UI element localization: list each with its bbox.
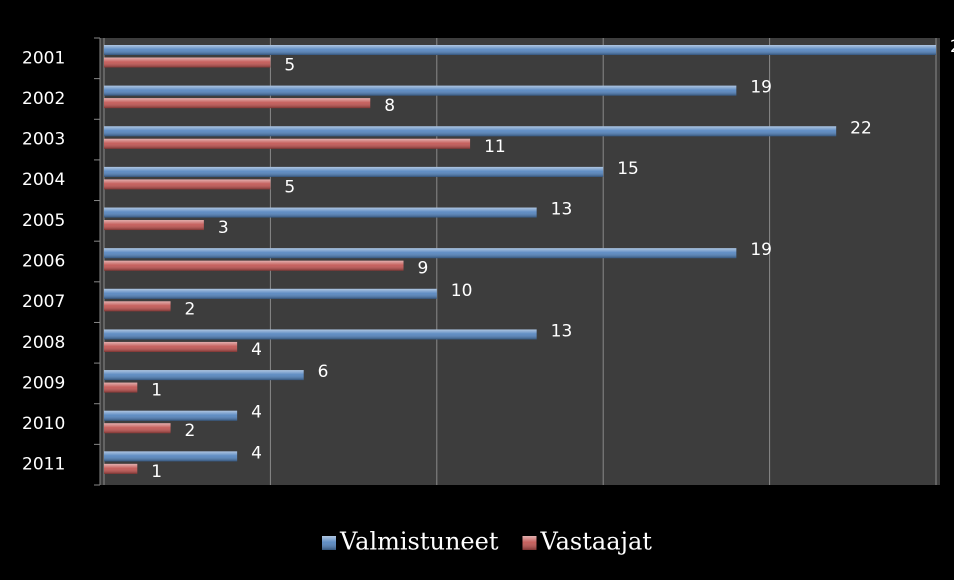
legend-swatch-shine [522, 536, 537, 550]
y-tick-label: 2003 [22, 130, 65, 150]
y-tick-label: 2006 [22, 252, 65, 272]
bar-shine [104, 410, 238, 421]
y-tick-label: 2004 [22, 170, 65, 190]
bar-shine [104, 207, 537, 218]
y-tick-label: 2007 [22, 292, 65, 312]
y-tick-label: 2005 [22, 211, 65, 231]
value-label: 5 [284, 177, 295, 197]
value-label: 19 [750, 240, 772, 260]
bar-shine [104, 329, 537, 340]
value-label: 10 [451, 281, 473, 301]
bar-shine [104, 126, 837, 137]
legend-label: Vastaajat [539, 528, 652, 556]
y-tick-label: 2002 [22, 89, 65, 109]
bar-shine [104, 220, 204, 231]
bar-shine [104, 288, 437, 299]
bar-shine [104, 451, 238, 462]
value-label: 22 [850, 118, 872, 138]
bar-shine [104, 370, 304, 381]
bar-shine [104, 85, 737, 96]
value-label: 3 [218, 218, 229, 238]
bar-shine [104, 463, 138, 474]
bar-shine [104, 138, 471, 149]
value-label: 5 [284, 56, 295, 76]
value-label: 13 [551, 321, 573, 341]
value-label: 11 [484, 137, 506, 157]
value-label: 13 [551, 200, 573, 220]
bar-shine [104, 179, 271, 190]
bar-shine [104, 166, 604, 177]
y-tick-label: 2008 [22, 333, 65, 353]
bar-shine [104, 301, 171, 312]
bar-shine [104, 248, 737, 259]
bar-shine [104, 260, 404, 271]
y-tick-label: 2009 [22, 373, 65, 393]
value-label: 4 [251, 340, 262, 360]
bar-shine [104, 57, 271, 68]
bar-shine [104, 45, 936, 55]
legend-swatch-shine [322, 536, 336, 550]
value-label: 19 [750, 78, 772, 98]
value-label: 15 [617, 159, 639, 179]
y-tick-label: 2010 [22, 414, 65, 434]
y-tick-label: 2001 [22, 48, 65, 68]
bar-shine [104, 98, 371, 109]
y-tick-label: 2011 [22, 455, 65, 475]
value-label: 9 [418, 259, 429, 279]
value-label: 1 [151, 462, 162, 482]
value-label: 1 [151, 381, 162, 401]
value-label: 4 [251, 403, 262, 423]
value-label: 2 [185, 299, 196, 319]
value-label: 2 [185, 421, 196, 441]
legend-label: Valmistuneet [339, 528, 499, 556]
value-label: 4 [251, 443, 262, 463]
bar-shine [104, 382, 138, 393]
value-label: 8 [384, 96, 395, 116]
value-label: 6 [318, 362, 329, 382]
bar-shine [104, 423, 171, 434]
bar-shine [104, 341, 238, 352]
value-label: 25 [950, 37, 954, 57]
